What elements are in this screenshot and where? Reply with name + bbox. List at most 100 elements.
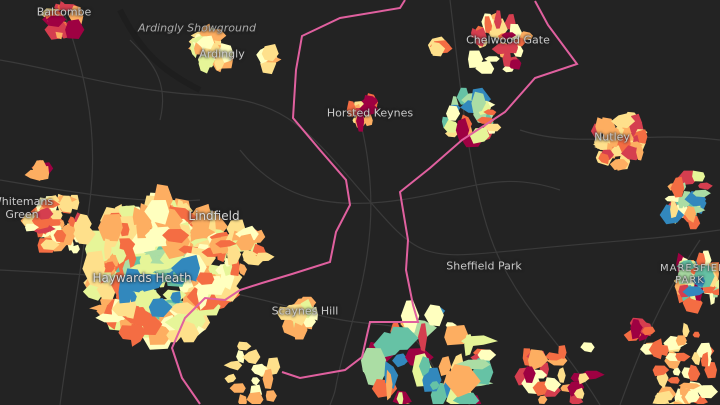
population-area: [223, 360, 243, 371]
population-area: [104, 238, 112, 260]
population-area: [360, 347, 387, 374]
population-area: [636, 143, 644, 161]
population-area: [237, 341, 252, 351]
population-area: [242, 249, 258, 260]
population-area: [48, 210, 63, 220]
place-label-ardingly: Ardingly: [199, 47, 245, 61]
population-area: [611, 113, 636, 129]
road: [329, 119, 372, 405]
place-label-haywards: Haywards Heath: [92, 271, 192, 285]
population-area: [277, 306, 299, 320]
population-area: [236, 350, 245, 364]
population-area: [82, 250, 106, 288]
population-area: [417, 323, 428, 352]
population-area: [444, 364, 481, 398]
population-area: [392, 353, 409, 368]
river: [117, 8, 202, 93]
population-area: [73, 224, 96, 245]
population-area: [198, 54, 212, 74]
population-area: [532, 381, 549, 396]
boundary-line: [170, 0, 406, 405]
population-area: [677, 269, 694, 285]
population-area: [684, 390, 700, 403]
population-area: [461, 335, 498, 347]
population-area: [675, 352, 691, 362]
population-area: [667, 376, 680, 384]
population-area: [691, 352, 701, 366]
population-area: [678, 196, 685, 209]
population-area: [688, 364, 701, 381]
population-area: [483, 109, 497, 116]
boundary-line: [281, 0, 579, 380]
population-area: [251, 363, 269, 377]
population-area: [218, 43, 234, 64]
population-area: [148, 298, 173, 318]
population-area: [356, 110, 365, 132]
population-area: [346, 100, 357, 117]
district-boundary: [170, 0, 579, 405]
population-area: [115, 248, 127, 265]
population-area: [676, 259, 695, 272]
population-area: [485, 20, 493, 31]
population-area: [483, 123, 502, 132]
population-area: [68, 216, 76, 228]
population-area: [438, 356, 452, 376]
population-area: [673, 401, 684, 404]
population-area: [386, 369, 393, 401]
population-area: [484, 56, 500, 62]
population-area: [692, 331, 700, 338]
population-area: [359, 101, 379, 116]
population-area: [429, 381, 440, 391]
place-label-chelwood: Chelwood Gate: [466, 33, 550, 47]
population-area: [179, 320, 200, 343]
population-area: [58, 195, 74, 213]
population-area: [446, 105, 461, 121]
population-area: [692, 170, 706, 182]
population-area: [573, 387, 585, 399]
population-area: [162, 229, 190, 244]
population-area: [468, 50, 484, 68]
place-label-nutley: Nutley: [594, 130, 630, 144]
population-area: [580, 342, 595, 353]
population-area: [35, 207, 54, 220]
place-label-balcombe: Balcombe: [36, 5, 92, 19]
population-area: [118, 277, 133, 304]
place-label-scaynes: Scaynes Hill: [271, 304, 339, 318]
population-area: [698, 182, 713, 190]
population-area: [697, 385, 718, 399]
population-area: [136, 216, 151, 239]
population-area: [692, 189, 711, 198]
population-area: [501, 32, 517, 40]
population-area: [129, 324, 146, 347]
population-area: [139, 254, 153, 267]
population-area: [558, 345, 567, 359]
population-area: [684, 205, 697, 223]
population-area: [642, 326, 656, 336]
population-area: [700, 351, 709, 368]
population-area: [262, 368, 274, 389]
population-areas: [20, 1, 719, 404]
population-area: [238, 263, 247, 276]
population-area: [265, 390, 277, 402]
population-area: [196, 272, 215, 285]
population-area: [242, 349, 261, 365]
population-area: [603, 117, 612, 132]
population-area: [648, 338, 664, 360]
population-area: [235, 233, 255, 251]
population-area: [609, 126, 620, 147]
population-area: [95, 313, 125, 323]
population-area: [190, 226, 216, 240]
population-area: [45, 15, 67, 24]
place-label-horsted: Horsted Keynes: [326, 106, 414, 120]
population-area: [471, 91, 486, 114]
population-area: [692, 276, 706, 288]
population-area: [557, 367, 566, 383]
population-area: [652, 392, 670, 404]
population-area: [40, 199, 61, 208]
population-area: [396, 392, 404, 404]
population-area: [652, 365, 670, 377]
population-area: [477, 349, 497, 361]
population-area: [502, 51, 511, 67]
